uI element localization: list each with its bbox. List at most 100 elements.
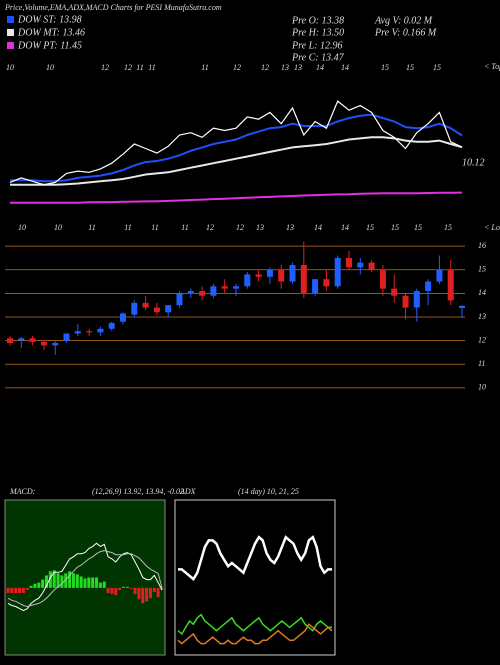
macd-hist <box>60 575 64 588</box>
date-label: 13 <box>256 223 264 232</box>
macd-hist <box>56 573 60 588</box>
macd-hist <box>64 573 68 588</box>
macd-hist <box>48 571 52 588</box>
macd-hist <box>41 579 45 588</box>
macd-hist <box>83 578 87 588</box>
macd-hist <box>141 587 145 604</box>
macd-hist <box>29 585 33 588</box>
date-label: 11 <box>124 223 131 232</box>
macd-hist <box>152 587 156 592</box>
macd-hist <box>133 587 137 595</box>
candle-body <box>210 286 217 296</box>
date-label: 10 <box>6 63 14 72</box>
candle-body <box>7 338 13 343</box>
adx-title: ADX <box>179 487 197 496</box>
ema-line <box>10 113 463 183</box>
macd-hist <box>98 582 102 588</box>
date-label: 12 <box>124 63 132 72</box>
candle-body <box>74 331 81 334</box>
candle-body <box>402 295 409 308</box>
candle-body <box>436 269 443 282</box>
legend-label: DOW PT: 11.45 <box>17 40 82 51</box>
adx-line <box>177 613 332 636</box>
candle-body <box>221 286 228 289</box>
candle-body <box>142 302 149 308</box>
date-label: 12 <box>101 63 109 72</box>
macd-hist <box>87 577 91 588</box>
candle-body <box>86 331 93 333</box>
macd-hist <box>110 587 114 595</box>
adx-subtitle: (14 day) 10, 21, 25 <box>238 487 299 496</box>
date-label: 10 <box>46 63 54 72</box>
macd-hist <box>45 575 48 588</box>
date-label: 11 <box>181 223 188 232</box>
info: Pre V: 0.166 M <box>374 27 437 38</box>
candle-body <box>312 279 319 294</box>
macd-hist <box>52 570 56 588</box>
candle-body <box>153 307 160 313</box>
macd-hist <box>79 576 83 588</box>
date-label: 12 <box>233 63 241 72</box>
candle-body <box>278 269 285 282</box>
candle-body <box>266 269 273 277</box>
date-label: 14 <box>341 63 349 72</box>
candle-body <box>368 262 375 270</box>
date-label: 12 <box>236 223 244 232</box>
macd-hist <box>18 587 22 594</box>
candle-body <box>447 269 454 301</box>
y-tick-label: 10 <box>478 383 486 392</box>
y-tick-label: 15 <box>478 265 486 274</box>
date-label: 13 <box>281 63 289 72</box>
info: Pre C: 13.47 <box>291 52 345 63</box>
y-tick-label: 14 <box>478 288 486 297</box>
macd-hist <box>106 587 110 594</box>
date-label: 11 <box>201 63 208 72</box>
macd-hist <box>102 581 106 588</box>
candle-body <box>40 341 47 346</box>
candle-body <box>300 265 307 294</box>
info: Pre H: 13.50 <box>291 27 344 38</box>
date-label: 11 <box>136 63 143 72</box>
candle-body <box>379 269 386 289</box>
adx-line <box>178 535 332 581</box>
date-label: 12 <box>206 223 214 232</box>
candle-body <box>255 274 262 277</box>
date-label: 14 <box>314 223 322 232</box>
macd-hist <box>75 574 79 588</box>
date-label: 15 <box>444 223 452 232</box>
adx-line <box>177 623 333 645</box>
legend-swatch <box>7 42 14 49</box>
candle-body <box>323 279 330 287</box>
macd-hist <box>71 573 75 588</box>
date-label: 15 <box>414 223 422 232</box>
macd-title: MACD: <box>9 487 36 496</box>
macd-line <box>7 542 163 612</box>
macd-hist <box>95 577 99 588</box>
adx-panel <box>174 499 336 656</box>
candle-body <box>357 262 364 268</box>
tops-label: < Tops <box>484 62 500 71</box>
candle-body <box>120 313 126 322</box>
candle-body <box>199 291 206 296</box>
macd-hist <box>25 587 29 590</box>
macd-panel <box>4 499 166 656</box>
y-tick-label: 16 <box>478 241 486 250</box>
legend-swatch <box>7 16 14 23</box>
macd-hist <box>91 577 95 588</box>
info: Avg V: 0.02 M <box>374 15 433 26</box>
date-label: 13 <box>286 223 294 232</box>
candle-body <box>459 305 465 309</box>
macd-hist <box>68 571 72 588</box>
macd-hist <box>21 587 25 594</box>
candle-body <box>97 328 104 333</box>
ema-line <box>10 136 463 186</box>
candle-body <box>29 338 36 342</box>
macd-hist <box>145 587 149 602</box>
chart-title: Price,Volume,EMA,ADX,MACD Charts for PES… <box>4 3 222 12</box>
y-tick-label: 12 <box>478 335 486 344</box>
legend-label: DOW ST: 13.98 <box>17 14 82 25</box>
macd-hist <box>137 587 141 600</box>
signal-line <box>7 550 163 608</box>
macd-hist <box>118 587 122 590</box>
